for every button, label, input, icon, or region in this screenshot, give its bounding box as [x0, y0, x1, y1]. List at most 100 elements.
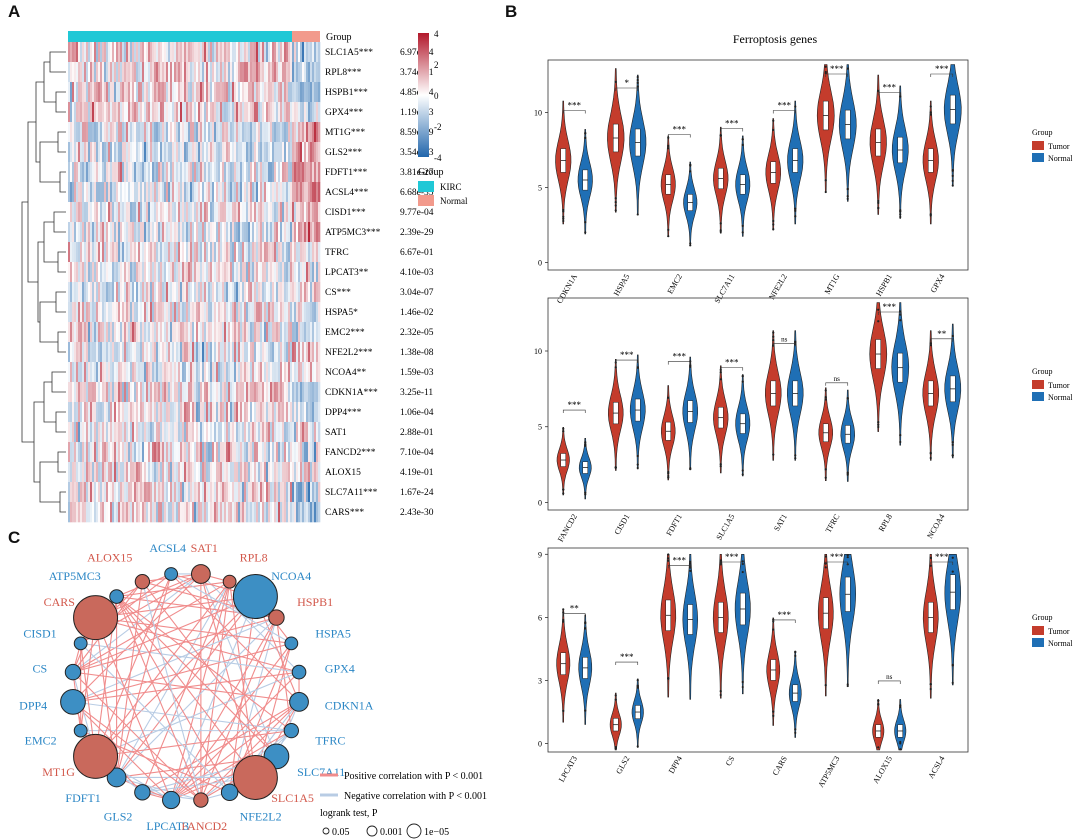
- heatmap-cell: [206, 422, 209, 443]
- heatmap-cell: [124, 482, 127, 503]
- outlier-point: [877, 89, 880, 92]
- heatmap-cell: [208, 222, 211, 243]
- significance-bracket: [877, 680, 901, 684]
- heatmap-cell: [202, 162, 205, 183]
- heatmap-cell: [296, 402, 299, 423]
- network-node: [64, 663, 82, 681]
- significance-bracket: [877, 311, 901, 315]
- heatmap-cell: [262, 502, 265, 523]
- heatmap-cell: [202, 362, 205, 383]
- heatmap-cell: [138, 202, 141, 223]
- heatmap-cell: [258, 282, 261, 303]
- heatmap-cell: [282, 482, 285, 503]
- heatmap-cell: [304, 382, 307, 403]
- heatmap-cell: [94, 422, 97, 443]
- heatmap-cell: [316, 442, 319, 463]
- heatmap-cell: [268, 442, 271, 463]
- heatmap-cell: [172, 82, 175, 103]
- heatmap-cell: [232, 142, 235, 163]
- outlier-point: [899, 748, 902, 751]
- heatmap-cell: [234, 262, 237, 283]
- heatmap-cell: [230, 62, 233, 83]
- heatmap-cell: [208, 462, 211, 483]
- x-tick-label: SLC1A5: [714, 513, 736, 542]
- heatmap-cell: [128, 242, 131, 263]
- heatmap-cell: [186, 222, 189, 243]
- heatmap-cell: [256, 462, 259, 483]
- heatmap-cell: [214, 142, 217, 163]
- outlier-point: [824, 684, 827, 687]
- heatmap-cell: [252, 182, 255, 203]
- outlier-point: [667, 147, 670, 150]
- heatmap-cell: [266, 402, 269, 423]
- heatmap-cell: [160, 442, 163, 463]
- heatmap-cell: [216, 122, 219, 143]
- heatmap-cell: [302, 482, 305, 503]
- outlier-point: [584, 136, 587, 139]
- heatmap-cell: [70, 42, 73, 63]
- heatmap-cell: [252, 262, 255, 283]
- heatmap-cell: [84, 82, 87, 103]
- heatmap-cell: [216, 182, 219, 203]
- heatmap-cell: [186, 262, 189, 283]
- heatmap-cell: [240, 322, 243, 343]
- heatmap-cell: [232, 162, 235, 183]
- heatmap-cell: [286, 62, 289, 83]
- heatmap-cell: [78, 502, 81, 523]
- heatmap-cell: [174, 142, 177, 163]
- heatmap-cell: [118, 282, 121, 303]
- heatmap-cell: [178, 42, 181, 63]
- heatmap-cell: [256, 482, 259, 503]
- heatmap-cell: [156, 322, 159, 343]
- heatmap-cell: [96, 122, 99, 143]
- heatmap-cell: [200, 282, 203, 303]
- dendrogram-branch: [59, 491, 66, 513]
- heatmap-cell: [164, 442, 167, 463]
- heatmap-cell: [236, 482, 239, 503]
- heatmap-cell: [316, 182, 319, 203]
- heatmap-cell: [100, 162, 103, 183]
- heatmap-cell: [166, 162, 169, 183]
- significance-label: ***: [725, 358, 739, 368]
- heatmap-cell: [158, 82, 161, 103]
- heatmap-cell: [180, 482, 183, 503]
- heatmap-cell: [144, 502, 147, 523]
- heatmap-row-label: HSPA5*: [325, 308, 358, 318]
- heatmap-cell: [308, 342, 311, 363]
- outlier-point: [614, 466, 617, 469]
- heatmap-cell: [284, 202, 287, 223]
- network-node: [60, 689, 86, 715]
- heatmap-cell: [108, 102, 111, 123]
- heatmap-cell: [76, 82, 79, 103]
- heatmap-cell: [274, 502, 277, 523]
- heatmap-cell: [282, 362, 285, 383]
- heatmap-cell: [122, 102, 125, 123]
- heatmap-cell: [172, 442, 175, 463]
- heatmap-cell: [78, 382, 81, 403]
- heatmap-cell: [218, 82, 221, 103]
- heatmap-cell: [278, 162, 281, 183]
- heatmap-cell: [138, 382, 141, 403]
- heatmap-cell: [242, 282, 245, 303]
- heatmap-cell: [310, 82, 313, 103]
- heatmap-cell: [270, 82, 273, 103]
- heatmap-cell: [94, 322, 97, 343]
- heatmap-cell: [276, 102, 279, 123]
- heatmap-cell: [256, 362, 259, 383]
- heatmap-cell: [300, 502, 303, 523]
- heatmap-cell: [72, 102, 75, 123]
- heatmap-cell: [250, 182, 253, 203]
- heatmap-cell: [292, 182, 295, 203]
- heatmap-cell: [292, 422, 295, 443]
- heatmap-cell: [110, 202, 113, 223]
- heatmap-cell: [284, 182, 287, 203]
- heatmap-cell: [196, 442, 199, 463]
- heatmap-cell: [218, 322, 221, 343]
- heatmap-cell: [214, 282, 217, 303]
- heatmap-cell: [234, 342, 237, 363]
- positive-correlation-edge: [141, 581, 277, 757]
- heatmap-cell: [90, 322, 93, 343]
- outlier-point: [667, 557, 670, 560]
- heatmap-cell: [94, 182, 97, 203]
- heatmap-cell: [80, 162, 83, 183]
